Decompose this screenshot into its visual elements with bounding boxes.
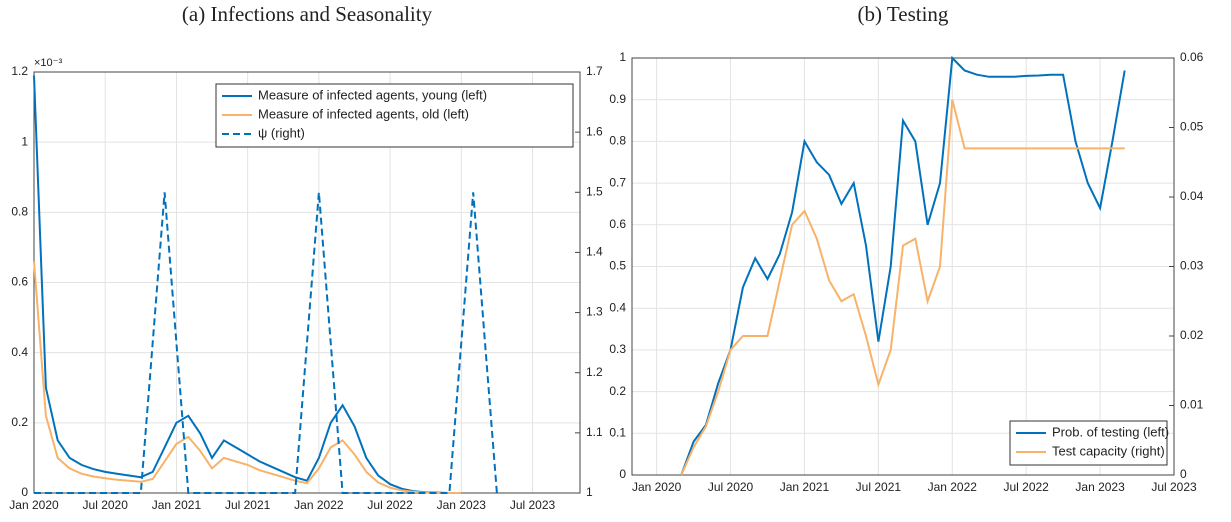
y2-tick-label: 1.2 [586,365,603,379]
y-tick-label: 0.4 [11,345,28,359]
x-tick-label: Jul 2023 [510,498,556,512]
y-tick-label: 1 [619,50,626,64]
legend-label: Prob. of testing (left) [1052,424,1169,439]
data-line [680,99,1125,476]
y-tick-label: 0.7 [609,175,626,189]
legend-label: Measure of infected agents, old (left) [258,106,469,121]
y2-tick-label: 1.1 [586,425,603,439]
y-tick-label: 0.2 [11,415,28,429]
y-tick-label: 0.1 [609,425,626,439]
data-line [680,55,1126,476]
x-tick-label: Jul 2020 [83,498,129,512]
y-tick-label: 0.9 [609,92,626,106]
y2-tick-label: 1.4 [586,245,603,259]
legend-label: ψ (right) [258,125,305,140]
y-tick-label: 0.8 [11,205,28,219]
y2-tick-label: 0.04 [1180,189,1204,203]
y-tick-label: 1 [21,134,28,148]
y2-tick-label: 0.06 [1180,50,1204,64]
y-tick-label: 0.8 [609,134,626,148]
y2-tick-label: 1.5 [586,184,603,198]
x-tick-label: Jan 2022 [294,498,344,512]
x-tick-label: Jan 2020 [9,498,59,512]
plot-frame [631,57,1175,476]
y-tick-label: 0.3 [609,342,626,356]
y-tick-label: 1.2 [11,64,28,78]
y2-tick-label: 1.7 [586,64,603,78]
data-line [33,75,462,494]
y-tick-label: 0 [619,467,626,481]
y2-tick-label: 1.3 [586,305,603,319]
x-tick-label: Jul 2022 [367,498,413,512]
y2-tick-label: 0.03 [1180,259,1204,273]
x-tick-label: Jan 2020 [632,480,682,494]
x-tick-label: Jan 2021 [152,498,202,512]
y-tick-label: 0.5 [609,259,626,273]
y2-tick-label: 0.05 [1180,120,1204,134]
legend-label: Test capacity (right) [1052,443,1165,458]
x-tick-label: Jul 2020 [708,480,754,494]
y2-tick-label: 0 [1180,467,1187,481]
y-tick-label: 0.6 [609,217,626,231]
legend-box [1009,420,1168,466]
data-line [34,192,498,494]
x-tick-label: Jul 2022 [1003,480,1049,494]
x-tick-label: Jul 2023 [1151,480,1197,494]
y-exponent: ×10⁻³ [34,57,62,69]
x-tick-label: Jan 2023 [437,498,487,512]
chart-title: (b) Testing [858,2,949,26]
y-tick-label: 0.4 [609,300,626,314]
y-tick-label: 0.6 [11,275,28,289]
x-tick-label: Jul 2021 [225,498,271,512]
y-tick-label: 0.2 [609,384,626,398]
chart-title: (a) Infections and Seasonality [182,2,433,26]
x-tick-label: Jan 2021 [780,480,830,494]
x-tick-label: Jan 2022 [928,480,978,494]
x-tick-label: Jul 2021 [856,480,902,494]
x-tick-label: Jan 2023 [1075,480,1125,494]
y2-tick-label: 0.01 [1180,398,1204,412]
plot-frame [33,71,581,494]
y2-tick-label: 1 [586,485,593,499]
y2-tick-label: 0.02 [1180,328,1204,342]
legend-label: Measure of infected agents, young (left) [258,87,487,102]
legend-box [215,83,574,148]
y2-tick-label: 1.6 [586,124,603,138]
y-tick-label: 0 [21,485,28,499]
data-line [33,261,462,494]
